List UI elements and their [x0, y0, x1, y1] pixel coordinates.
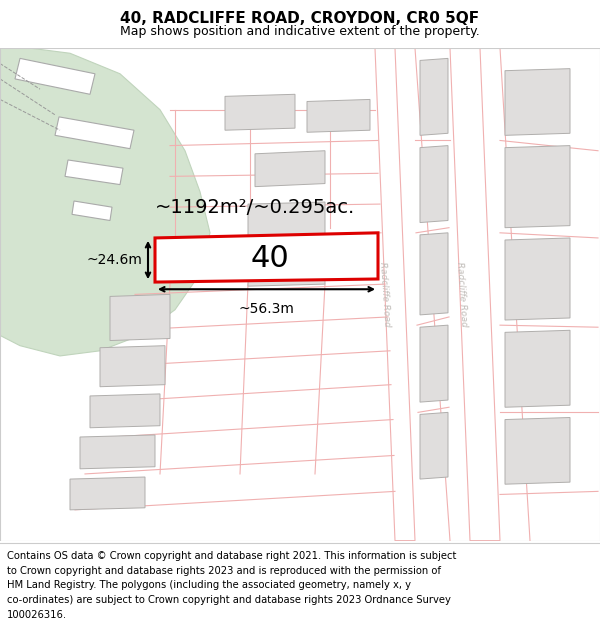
Polygon shape: [420, 325, 448, 402]
Polygon shape: [70, 477, 145, 510]
Polygon shape: [225, 94, 295, 130]
Polygon shape: [65, 160, 123, 184]
Text: ~24.6m: ~24.6m: [86, 253, 142, 267]
Text: HM Land Registry. The polygons (including the associated geometry, namely x, y: HM Land Registry. The polygons (includin…: [7, 580, 411, 590]
Text: 40, RADCLIFFE ROAD, CROYDON, CR0 5QF: 40, RADCLIFFE ROAD, CROYDON, CR0 5QF: [121, 11, 479, 26]
Text: 40: 40: [251, 244, 289, 273]
Text: Radcliffe Road: Radcliffe Road: [378, 262, 392, 327]
Polygon shape: [0, 48, 210, 356]
Polygon shape: [420, 146, 448, 222]
Polygon shape: [110, 294, 170, 341]
Polygon shape: [420, 232, 448, 315]
Text: Radcliffe Road: Radcliffe Road: [455, 262, 469, 327]
Polygon shape: [55, 117, 134, 149]
Polygon shape: [505, 418, 570, 484]
Polygon shape: [72, 201, 112, 221]
Polygon shape: [420, 58, 448, 136]
Text: co-ordinates) are subject to Crown copyright and database rights 2023 Ordnance S: co-ordinates) are subject to Crown copyr…: [7, 595, 451, 605]
Polygon shape: [420, 412, 448, 479]
Text: ~56.3m: ~56.3m: [239, 301, 295, 316]
Polygon shape: [80, 435, 155, 469]
Text: ~1192m²/~0.295ac.: ~1192m²/~0.295ac.: [155, 198, 355, 217]
Polygon shape: [248, 202, 325, 248]
Polygon shape: [307, 99, 370, 132]
Polygon shape: [505, 330, 570, 408]
Text: 100026316.: 100026316.: [7, 610, 67, 620]
Polygon shape: [450, 48, 500, 541]
Polygon shape: [375, 48, 415, 541]
Polygon shape: [100, 346, 165, 387]
Text: to Crown copyright and database rights 2023 and is reproduced with the permissio: to Crown copyright and database rights 2…: [7, 566, 441, 576]
Polygon shape: [505, 238, 570, 320]
Polygon shape: [90, 394, 160, 428]
Polygon shape: [255, 151, 325, 187]
Text: Contains OS data © Crown copyright and database right 2021. This information is : Contains OS data © Crown copyright and d…: [7, 551, 457, 561]
Polygon shape: [505, 69, 570, 136]
Polygon shape: [505, 146, 570, 228]
Polygon shape: [248, 253, 325, 286]
Polygon shape: [15, 58, 95, 94]
Text: Map shows position and indicative extent of the property.: Map shows position and indicative extent…: [120, 26, 480, 39]
Polygon shape: [155, 232, 378, 282]
